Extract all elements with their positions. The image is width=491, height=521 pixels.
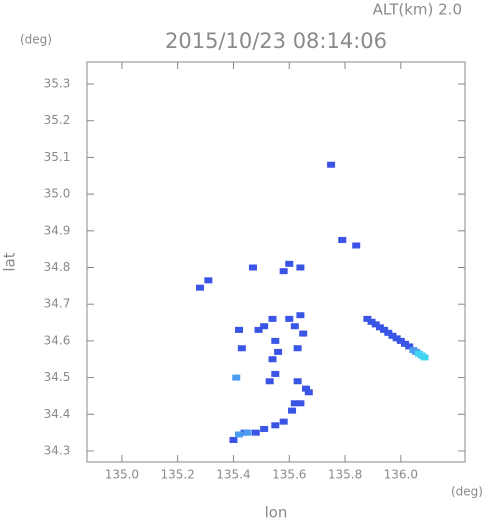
echo-point xyxy=(327,161,336,168)
echo-point xyxy=(352,242,361,249)
x-tick-label: 135.0 xyxy=(105,468,139,482)
echo-point xyxy=(285,315,294,322)
echo-point xyxy=(243,429,252,436)
x-tick-label: 135.4 xyxy=(216,468,250,482)
echo-point xyxy=(285,260,294,267)
echo-point xyxy=(248,264,257,271)
echo-point xyxy=(392,335,401,342)
x-tick-label: 135.2 xyxy=(160,468,194,482)
echo-point xyxy=(363,315,372,322)
echo-point xyxy=(290,323,299,330)
x-unit: (deg) xyxy=(451,485,483,499)
echo-point xyxy=(396,337,405,344)
echo-point xyxy=(268,356,277,363)
echo-point xyxy=(265,378,274,385)
y-tick-label: 34.7 xyxy=(44,297,71,311)
echo-point xyxy=(384,329,393,336)
x-tick-label: 136.0 xyxy=(384,468,418,482)
y-tick-label: 34.5 xyxy=(44,370,71,384)
echo-point xyxy=(296,400,305,407)
echo-point xyxy=(274,348,283,355)
echo-point xyxy=(279,418,288,425)
echo-point xyxy=(260,323,269,330)
echo-point xyxy=(296,312,305,319)
echo-point xyxy=(251,429,260,436)
echo-point xyxy=(293,345,302,352)
x-axis-label: lon xyxy=(265,504,288,521)
echo-point xyxy=(254,326,263,333)
echo-point xyxy=(235,326,244,333)
y-tick-label: 34.8 xyxy=(44,260,71,274)
subtitle: ALT(km) 2.0 xyxy=(373,1,462,19)
echo-point xyxy=(293,378,302,385)
x-tick-label: 135.6 xyxy=(272,468,306,482)
echo-point xyxy=(380,326,389,333)
echo-point xyxy=(420,354,429,361)
echo-point xyxy=(299,330,308,337)
y-unit: (deg) xyxy=(20,33,52,47)
echo-point xyxy=(268,315,277,322)
echo-point xyxy=(296,264,305,271)
chart-title: 2015/10/23 08:14:06 xyxy=(165,29,387,53)
echo-point xyxy=(229,436,238,443)
y-tick-label: 34.4 xyxy=(44,407,71,421)
echo-point xyxy=(371,321,380,328)
echo-point xyxy=(195,284,204,291)
echo-point xyxy=(288,407,297,414)
echo-point xyxy=(260,425,269,432)
plot-frame xyxy=(86,61,466,463)
echo-point xyxy=(290,400,299,407)
echo-point xyxy=(304,389,313,396)
x-tick-label: 135.8 xyxy=(328,468,362,482)
echo-point xyxy=(271,370,280,377)
y-tick-label: 34.9 xyxy=(44,223,71,237)
echo-point xyxy=(271,337,280,344)
echo-point xyxy=(338,236,347,243)
y-tick-label: 35.0 xyxy=(44,187,71,201)
y-tick-label: 35.2 xyxy=(44,113,71,127)
echo-point xyxy=(401,340,410,347)
echo-point xyxy=(232,374,241,381)
echo-point xyxy=(204,277,213,284)
y-tick-label: 35.3 xyxy=(44,77,71,91)
echo-point xyxy=(237,345,246,352)
echo-point xyxy=(375,324,384,331)
y-tick-label: 34.3 xyxy=(44,443,71,457)
y-tick-label: 35.1 xyxy=(44,150,71,164)
echo-point xyxy=(405,343,414,350)
echo-point xyxy=(235,431,244,438)
echo-point xyxy=(367,318,376,325)
echo-point xyxy=(388,332,397,339)
echo-point xyxy=(271,422,280,429)
echo-point xyxy=(301,385,310,392)
y-tick-label: 34.6 xyxy=(44,333,71,347)
echo-point xyxy=(279,268,288,275)
y-axis-label: lat xyxy=(1,252,19,271)
